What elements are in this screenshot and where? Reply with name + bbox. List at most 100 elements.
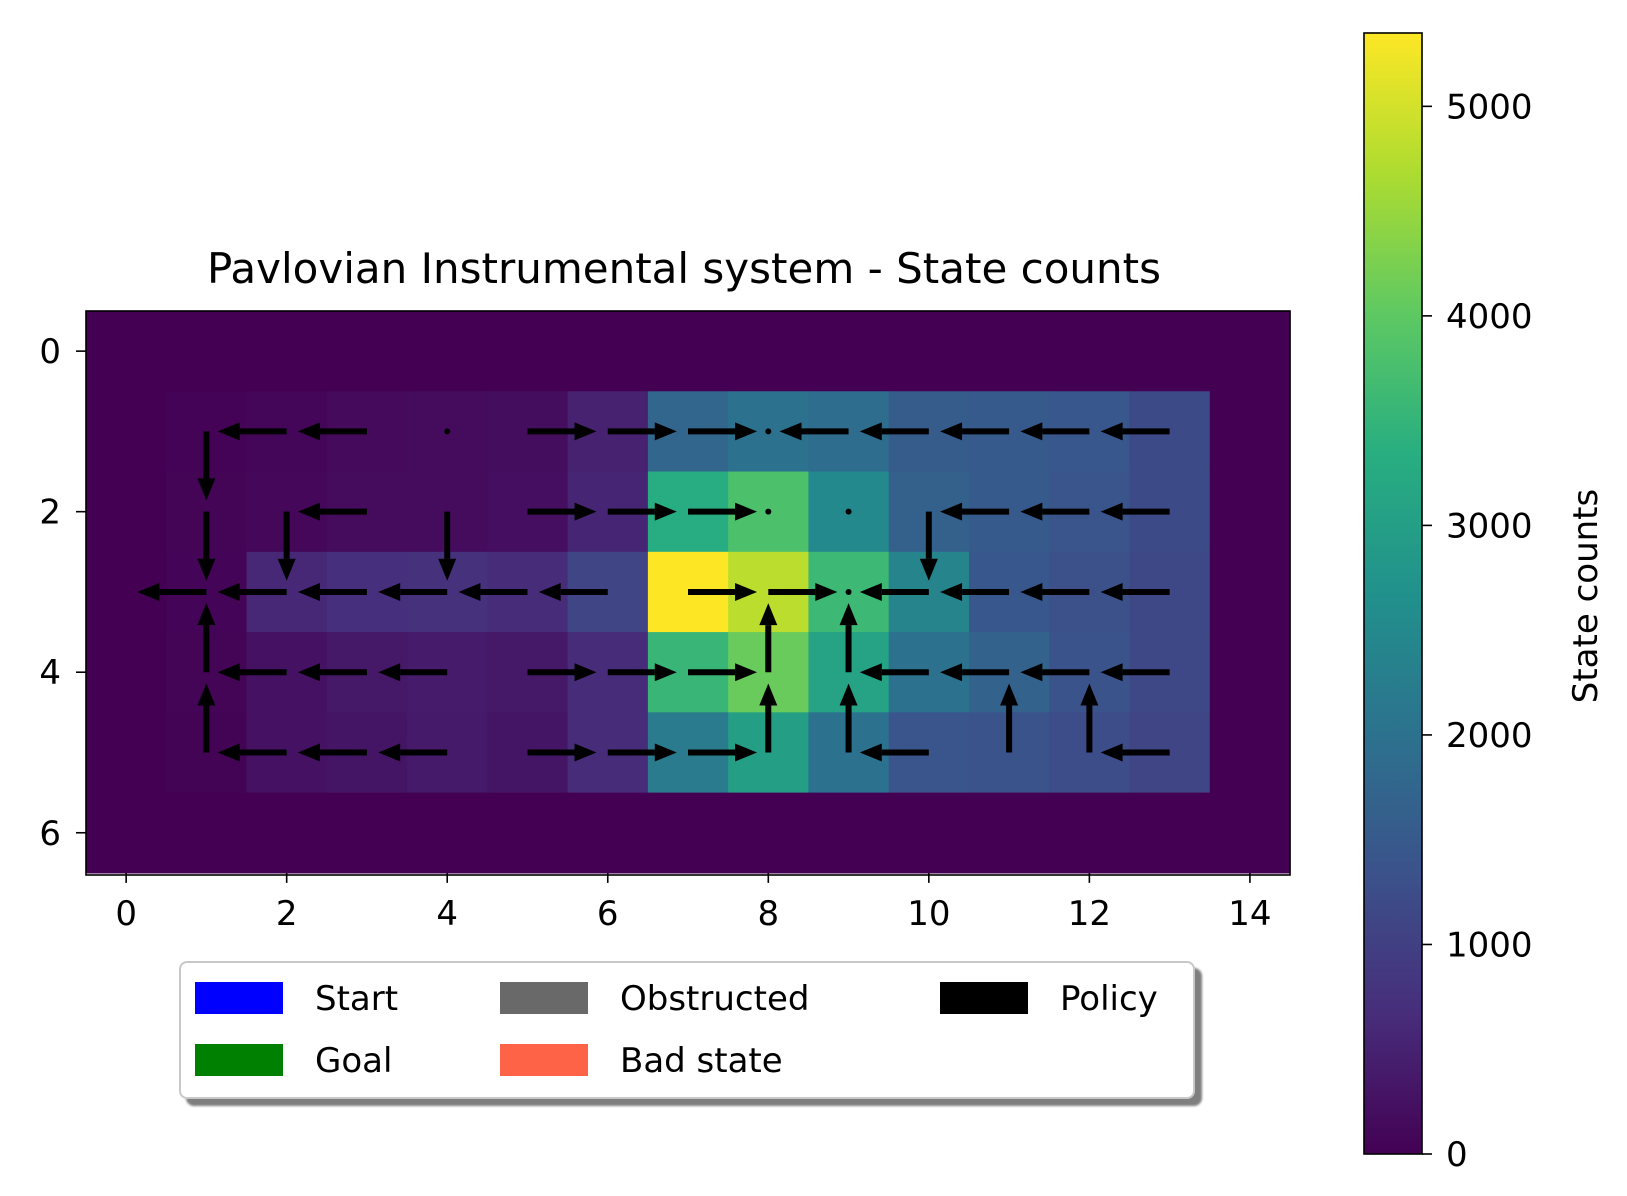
- heatmap-cell: [1209, 792, 1291, 874]
- policy-arrow: [607, 663, 677, 682]
- heatmap-cell: [888, 311, 970, 392]
- heatmap-cell: [1209, 551, 1291, 633]
- heatmap-cell: [166, 792, 248, 874]
- heatmap-cell: [407, 792, 488, 874]
- policy-arrow: [839, 603, 858, 673]
- policy-arrow: [1000, 683, 1019, 753]
- heatmap-cell: [1049, 311, 1131, 392]
- heatmap-cell: [647, 792, 729, 874]
- heatmap-cell: [1209, 311, 1291, 392]
- x-tick-label: 2: [276, 894, 298, 934]
- heatmap-cell: [1049, 792, 1131, 874]
- heatmap-cell: [86, 792, 167, 874]
- heatmap-cell: [86, 311, 167, 392]
- policy-arrow: [458, 582, 528, 601]
- policy-arrow: [297, 663, 367, 682]
- legend-swatch: [500, 982, 588, 1014]
- policy-arrow: [527, 743, 597, 762]
- policy-arrow: [940, 582, 1010, 601]
- policy-arrow: [759, 603, 778, 673]
- policy-arrow: [197, 431, 216, 501]
- policy-stay-mark: [845, 508, 852, 515]
- heatmap-cell: [86, 391, 167, 473]
- policy-arrow: [940, 502, 1010, 521]
- policy-arrow: [197, 511, 216, 581]
- policy-arrow: [137, 582, 207, 601]
- policy-arrow: [1020, 582, 1090, 601]
- policy-arrow: [378, 663, 448, 682]
- x-tick-label: 8: [757, 894, 779, 934]
- heatmap-cell: [728, 311, 810, 392]
- policy-arrow: [859, 743, 929, 762]
- policy-arrow: [1020, 502, 1090, 521]
- heatmap-cell: [326, 311, 408, 392]
- legend-label: Bad state: [620, 1041, 783, 1081]
- policy-arrow: [297, 502, 367, 521]
- policy-arrow: [297, 422, 367, 441]
- heatmap-cell: [728, 792, 810, 874]
- heatmap-cell: [86, 712, 167, 794]
- policy-arrow: [607, 422, 677, 441]
- policy-arrow: [277, 511, 296, 581]
- y-tick-label: 6: [39, 814, 61, 854]
- policy-arrow: [1100, 743, 1170, 762]
- policy-arrow: [217, 422, 287, 441]
- plot-frame: [85, 310, 1291, 876]
- policy-arrow: [1100, 582, 1170, 601]
- policy-arrow: [438, 511, 457, 581]
- policy-arrow: [859, 663, 929, 682]
- policy-arrow: [1100, 663, 1170, 682]
- y-axis: 0 2 4 6: [39, 332, 86, 854]
- policy-arrow: [378, 743, 448, 762]
- legend-label: Policy: [1060, 979, 1158, 1019]
- legend-label: Start: [315, 979, 398, 1019]
- x-tick-label: 14: [1228, 894, 1271, 934]
- policy-arrow: [688, 663, 758, 682]
- heatmap-cell: [968, 311, 1050, 392]
- policy-arrow: [217, 582, 287, 601]
- policy-arrow: [538, 582, 608, 601]
- x-axis: 0 2 4 6 8 10 12 14: [115, 872, 1272, 934]
- colorbar-tick-label: 3000: [1446, 506, 1533, 546]
- heatmap-cell: [808, 792, 890, 874]
- heatmap-cell: [808, 311, 890, 392]
- policy-arrow: [527, 422, 597, 441]
- x-tick-label: 4: [436, 894, 458, 934]
- legend-swatch: [500, 1044, 588, 1076]
- heatmap-cell: [888, 792, 970, 874]
- policy-arrow: [839, 683, 858, 753]
- policy-arrow: [859, 422, 929, 441]
- heatmap-cell: [166, 311, 248, 392]
- legend: Start Obstructed Policy Goal Bad state: [179, 961, 1195, 1099]
- policy-arrow: [919, 511, 938, 581]
- legend-swatch: [940, 982, 1028, 1014]
- x-tick-label: 10: [907, 894, 950, 934]
- legend-label: Goal: [315, 1041, 392, 1081]
- policy-arrow: [940, 422, 1010, 441]
- policy-arrow: [217, 663, 287, 682]
- y-tick-label: 4: [39, 653, 61, 693]
- heatmap-cell: [86, 632, 167, 713]
- policy-arrow: [297, 743, 367, 762]
- heatmap-cell: [487, 792, 569, 874]
- colorbar-ticks: 0 1000 2000 3000 4000 5000: [1422, 87, 1533, 1175]
- heatmap-cell: [1209, 471, 1291, 553]
- legend-entry: Bad state: [500, 1041, 783, 1081]
- heatmap-cell: [407, 311, 488, 392]
- policy-arrow: [197, 603, 216, 673]
- policy-arrow: [607, 502, 677, 521]
- heatmap-cell: [968, 792, 1050, 874]
- policy-arrow: [1100, 422, 1170, 441]
- colorbar: 0 1000 2000 3000 4000 5000 State counts: [1363, 32, 1606, 1175]
- legend-entry: Goal: [195, 1041, 392, 1081]
- policy-arrow: [1020, 663, 1090, 682]
- policy-arrow: [527, 663, 597, 682]
- legend-swatch: [195, 982, 283, 1014]
- heatmap-cell: [1209, 632, 1291, 713]
- policy-arrow: [1080, 683, 1099, 753]
- policy-arrow: [688, 502, 758, 521]
- policy-arrows: [137, 422, 1170, 762]
- x-tick-label: 6: [597, 894, 619, 934]
- heatmap-cell: [487, 311, 569, 392]
- policy-arrow: [940, 663, 1010, 682]
